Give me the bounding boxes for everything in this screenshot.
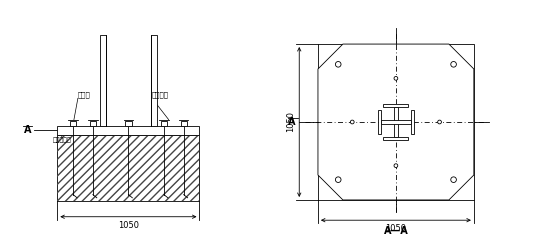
Circle shape bbox=[451, 177, 456, 183]
Bar bbox=[57, 135, 200, 201]
Bar bbox=[100, 35, 106, 126]
Text: 锁定螺母: 锁定螺母 bbox=[152, 92, 169, 98]
Text: A: A bbox=[288, 117, 295, 127]
Circle shape bbox=[438, 120, 441, 124]
Bar bbox=[70, 121, 77, 126]
Bar bbox=[180, 121, 187, 126]
Bar bbox=[381, 120, 411, 124]
Bar bbox=[160, 121, 167, 126]
Text: 1050: 1050 bbox=[118, 221, 139, 230]
Bar bbox=[378, 110, 381, 134]
Bar bbox=[384, 137, 408, 140]
Text: 1050: 1050 bbox=[385, 224, 407, 233]
Circle shape bbox=[394, 76, 398, 80]
Circle shape bbox=[350, 120, 354, 124]
Bar bbox=[90, 121, 96, 126]
Circle shape bbox=[394, 164, 398, 168]
Bar bbox=[57, 126, 200, 135]
Bar bbox=[150, 35, 157, 126]
Bar bbox=[411, 110, 414, 134]
Text: A: A bbox=[24, 125, 31, 135]
Polygon shape bbox=[318, 44, 474, 200]
Bar bbox=[394, 107, 398, 137]
Circle shape bbox=[451, 61, 456, 67]
Bar bbox=[125, 121, 132, 126]
Circle shape bbox=[335, 177, 341, 183]
Text: A—A: A—A bbox=[384, 226, 408, 236]
Bar bbox=[384, 104, 408, 107]
Text: 底部安装板: 底部安装板 bbox=[52, 137, 71, 142]
Circle shape bbox=[335, 61, 341, 67]
Bar bbox=[318, 44, 474, 200]
Text: 1050: 1050 bbox=[286, 112, 295, 132]
Bar bbox=[57, 135, 200, 201]
Text: 注二级: 注二级 bbox=[78, 92, 90, 98]
